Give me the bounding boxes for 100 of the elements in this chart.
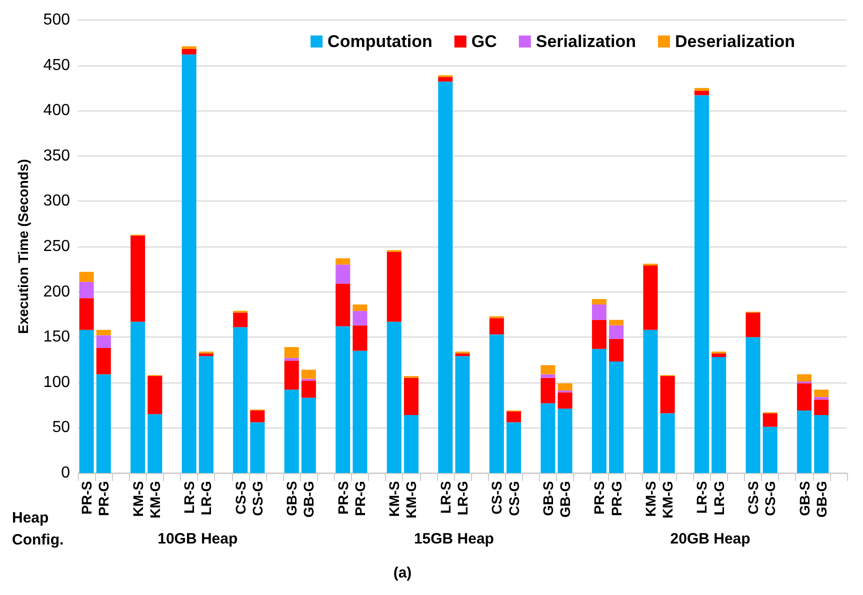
bar — [506, 422, 522, 473]
legend-label: Serialization — [536, 32, 636, 51]
bar — [814, 390, 829, 397]
y-tick-label: 100 — [43, 374, 70, 391]
bar — [762, 426, 778, 473]
bar — [814, 400, 829, 416]
bar — [336, 264, 350, 284]
x-tick-label: CS-G — [506, 480, 522, 516]
x-tick-label: PR-G — [352, 480, 368, 516]
bar — [284, 390, 299, 473]
bar — [592, 348, 606, 473]
x-tick-label: LR-S — [181, 481, 198, 514]
x-tick-label: PR-S — [591, 481, 608, 514]
bar — [352, 304, 368, 311]
bar — [79, 282, 94, 298]
bar — [96, 374, 111, 473]
bar — [79, 272, 94, 282]
bar — [489, 334, 504, 473]
bar — [198, 353, 214, 356]
x-tick-label: LR-G — [710, 480, 727, 516]
text: (a) — [393, 564, 412, 582]
bar — [643, 266, 658, 330]
bar — [592, 304, 606, 320]
bar — [386, 252, 402, 322]
y-tick-label: 250 — [43, 238, 70, 255]
x-tick-label: CS-S — [488, 481, 505, 514]
x-tick-label: CS-G — [762, 480, 778, 516]
bar — [352, 350, 368, 473]
bar — [540, 365, 556, 374]
bar — [182, 48, 196, 54]
bar — [148, 376, 162, 414]
bar — [694, 88, 710, 91]
bar — [506, 411, 522, 422]
x-tick-label: CS-S — [232, 481, 248, 514]
bar — [712, 353, 726, 358]
legend-label: Computation — [328, 32, 432, 51]
y-tick-label: 500 — [43, 12, 70, 28]
bar — [694, 95, 710, 473]
bar — [284, 347, 299, 358]
bar — [660, 376, 675, 414]
bar — [130, 236, 146, 322]
y-tick-label: 300 — [43, 192, 70, 210]
bar — [712, 357, 726, 473]
x-tick-label: GB-S — [540, 481, 556, 516]
bar — [352, 325, 368, 351]
bar — [558, 383, 572, 391]
legend-label: GC — [471, 32, 497, 51]
x-tick-label: KM-G — [403, 480, 420, 518]
x-tick-label: PR-S — [78, 481, 95, 514]
bar — [762, 413, 778, 427]
y-tick-label: 150 — [43, 328, 70, 346]
bar — [301, 398, 316, 473]
x-tick-label: KM-G — [660, 480, 676, 518]
bar — [148, 414, 162, 473]
bar — [489, 318, 504, 334]
bar — [336, 284, 350, 326]
bar — [386, 322, 402, 473]
x-tick-label: PR-S — [334, 481, 351, 514]
bar — [198, 356, 214, 473]
bar — [797, 410, 812, 473]
bar — [404, 415, 418, 473]
bar — [746, 337, 760, 473]
bar — [455, 356, 470, 473]
bar — [609, 362, 624, 473]
text: 10GB Heap — [158, 530, 238, 548]
x-tick-label: CS-S — [745, 481, 762, 514]
bar — [660, 413, 675, 473]
bar — [455, 353, 470, 356]
x-tick-label: LR-S — [694, 481, 710, 514]
bar — [797, 374, 812, 382]
x-tick-label: CS-G — [249, 480, 266, 516]
bar — [814, 396, 829, 400]
x-tick-label: LR-G — [198, 480, 214, 516]
bar — [438, 82, 453, 473]
x-tick-label: GB-G — [300, 480, 317, 518]
bar — [352, 310, 368, 326]
y-tick-label: 450 — [43, 56, 70, 74]
x-tick-label: GB-S — [284, 481, 300, 516]
x-tick-label: LR-G — [454, 480, 470, 516]
x-tick-label: GB-G — [813, 480, 830, 518]
x-tick-label: PR-G — [96, 480, 112, 516]
x-tick-label: GB-S — [796, 481, 812, 516]
bar — [284, 360, 299, 390]
x-tick-label: GB-G — [557, 480, 574, 518]
bar — [694, 90, 710, 96]
y-tick-label: 200 — [43, 283, 70, 300]
bar — [404, 378, 418, 416]
bar — [130, 322, 146, 473]
bar — [643, 330, 658, 473]
bar — [540, 378, 556, 404]
bar — [284, 358, 299, 361]
bar — [182, 54, 196, 473]
bar — [540, 374, 556, 378]
x-tick-label: KM-G — [146, 480, 163, 518]
text: 15GB Heap — [414, 530, 494, 548]
bar — [814, 415, 829, 473]
x-axis-title: Heap Config. — [12, 510, 64, 548]
y-tick-label: 350 — [43, 147, 70, 164]
bar — [301, 380, 316, 398]
text: 20GB Heap — [670, 530, 750, 548]
